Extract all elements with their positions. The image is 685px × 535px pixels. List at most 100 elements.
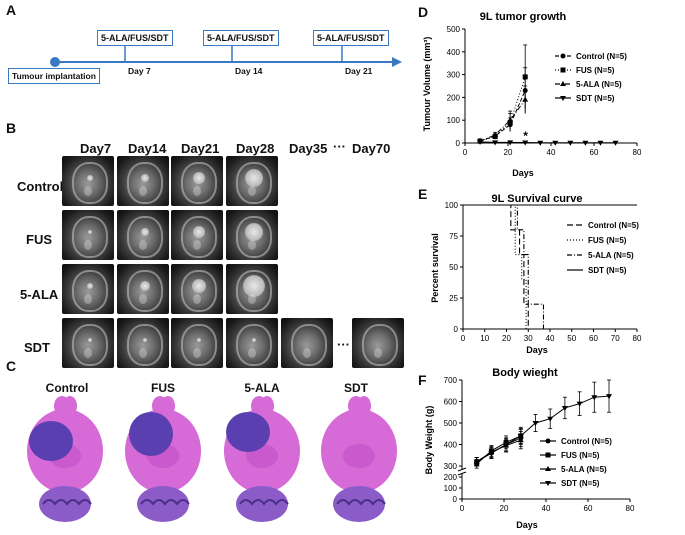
olfactory-bulb (63, 396, 77, 416)
olfactory-bulb (260, 396, 274, 416)
legend-label: Control (N=5) (588, 221, 639, 230)
mri-day-label: Day35 (289, 141, 328, 156)
mri-scan (226, 264, 278, 314)
legend-label: FUS (N=5) (561, 451, 600, 460)
y-tick-label: 0 (454, 325, 459, 334)
mri-scan (171, 318, 223, 368)
y-tick-label: 100 (447, 116, 461, 125)
midbrain (343, 444, 375, 468)
tumor-region (226, 412, 270, 452)
x-tick-label: 10 (480, 334, 489, 343)
data-point (522, 140, 529, 146)
tumor-spot (197, 338, 201, 342)
timeline-arrowhead (392, 57, 402, 67)
chart-title: 9L Survival curve (492, 193, 583, 205)
histology-label: FUS (151, 381, 175, 395)
legend-label: FUS (N=5) (588, 236, 627, 245)
chart-xlabel: Days (516, 520, 538, 530)
x-tick-label: 60 (590, 148, 599, 157)
mri-row-label: SDT (24, 340, 50, 355)
data-point (591, 395, 598, 401)
data-point (606, 394, 612, 400)
y-tick-label: 500 (444, 419, 458, 428)
tumor-spot (243, 275, 265, 297)
tumor-spot (245, 223, 263, 241)
chart-xlabel: Days (512, 168, 534, 178)
histology-label: SDT (344, 381, 368, 395)
mri-scan (62, 318, 114, 368)
brain-section (125, 396, 201, 522)
y-tick-label: 500 (447, 25, 461, 34)
tumor-spot (192, 279, 206, 293)
x-tick-label: 70 (611, 334, 620, 343)
legend-label: SDT (N=5) (561, 479, 600, 488)
data-point (560, 81, 566, 86)
mri-scan (117, 210, 169, 260)
data-point (582, 140, 589, 146)
survival-step (463, 204, 529, 329)
x-tick-label: 80 (633, 334, 642, 343)
y-tick-label: 100 (444, 484, 458, 493)
panel-letter-b: B (6, 120, 17, 136)
x-tick-label: 0 (460, 504, 465, 513)
chart-ylabel: Tumour Volume (mm³) (422, 37, 432, 132)
data-point (507, 140, 514, 146)
mri-day-label: Day28 (236, 141, 275, 156)
mri-scan (171, 264, 223, 314)
x-tick-label: 0 (461, 334, 466, 343)
tumor-spot (87, 283, 93, 289)
mri-scan (62, 210, 114, 260)
tumor-spot (88, 338, 92, 342)
legend-label: 5-ALA (N=5) (561, 465, 607, 474)
y-tick-label: 25 (449, 294, 458, 303)
mri-scan (226, 156, 278, 206)
y-tick-label: 200 (444, 473, 458, 482)
tumor-spot (87, 175, 93, 181)
histology-label: Control (45, 381, 89, 395)
tumour-implantation-box: Tumour implantation (8, 68, 100, 84)
panel-letter-d: D (418, 4, 429, 20)
mri-scan (62, 156, 114, 206)
data-point (567, 140, 574, 146)
tumor-spot (192, 225, 206, 239)
tumor-spot (245, 169, 263, 187)
x-tick-label: 30 (524, 334, 533, 343)
mri-scan (117, 318, 169, 368)
histology-label: 5-ALA (244, 381, 280, 395)
legend-label: Control (N=5) (576, 52, 627, 61)
survival-chart: 9L Survival curve Days Percent survival … (430, 193, 642, 355)
timeline-day-21: Day 21 (345, 66, 373, 76)
data-point (552, 140, 559, 146)
mri-scan (171, 156, 223, 206)
tumor-spot (141, 174, 149, 182)
mri-scan (117, 264, 169, 314)
data-point (503, 442, 510, 448)
data-point (612, 140, 619, 146)
mri-scan (117, 156, 169, 206)
panel-letter-f: F (418, 372, 427, 388)
y-tick-label: 300 (447, 71, 461, 80)
y-tick-label: 75 (449, 232, 458, 241)
mri-row-label: Control (17, 179, 64, 194)
data-point (545, 438, 551, 444)
data-point (560, 67, 566, 73)
chart-title: 9L tumor growth (480, 11, 567, 23)
x-tick-label: 40 (547, 148, 556, 157)
data-point (560, 96, 566, 101)
panel-letter-a: A (6, 2, 17, 18)
series-line (479, 99, 526, 142)
x-tick-label: 50 (567, 334, 576, 343)
cerebellum (39, 486, 91, 522)
mri-sdt-ellipsis: ··· (337, 337, 350, 352)
mri-day-label: Day14 (128, 141, 167, 156)
panel-letter-c: C (6, 358, 17, 374)
legend-label: 5-ALA (N=5) (576, 80, 622, 89)
brain-section (224, 396, 300, 522)
brain-section (27, 396, 103, 522)
chart-ylabel: Percent survival (430, 233, 440, 303)
mri-scan (171, 210, 223, 260)
significance-star: * (523, 129, 528, 143)
chart-title: Body wieght (492, 367, 558, 379)
treatment-box-1: 5-ALA/FUS/SDT (97, 30, 173, 46)
x-tick-label: 0 (463, 148, 468, 157)
